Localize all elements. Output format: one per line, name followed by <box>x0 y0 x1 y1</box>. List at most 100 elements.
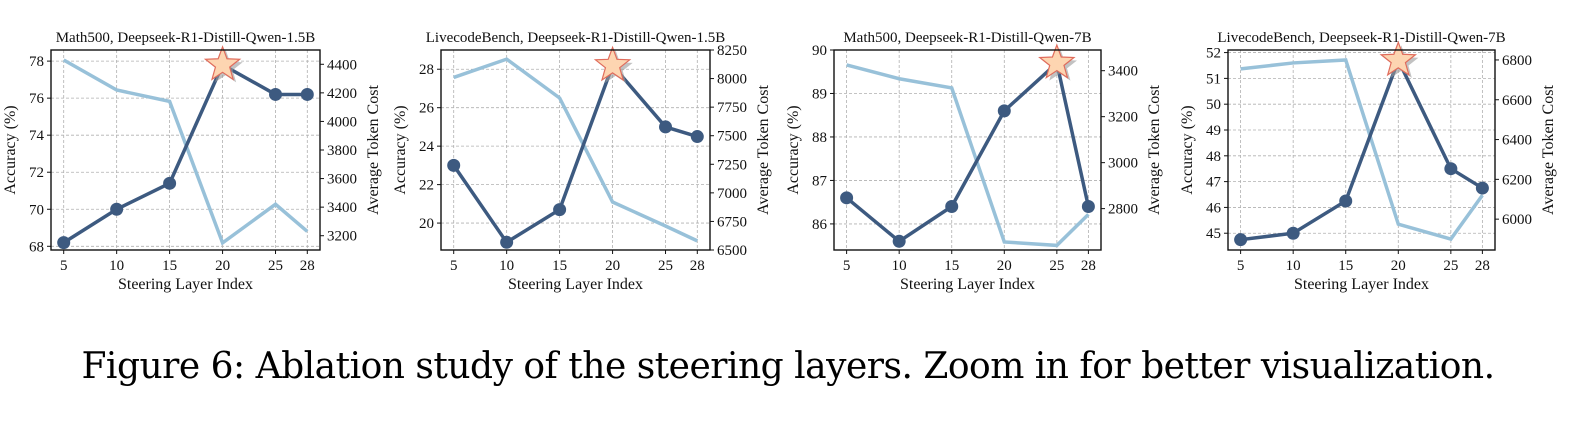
y2-tick-label: 3800 <box>327 143 357 159</box>
y-tick-label: 52 <box>1206 46 1221 62</box>
series-line-accuracy <box>845 59 1091 244</box>
y-tick-label: 24 <box>419 139 435 155</box>
x-tick-label: 15 <box>162 258 177 274</box>
y2-tick-label: 3200 <box>1108 110 1138 126</box>
y2-tick-label: 6750 <box>717 214 747 230</box>
y2-tick-label: 4000 <box>327 114 357 130</box>
y2-tick-label: 4400 <box>327 57 357 73</box>
y-tick-label: 90 <box>812 43 827 59</box>
y2-tick-label: 6800 <box>1502 53 1532 69</box>
x-tick-label: 10 <box>109 258 124 274</box>
x-tick-label: 20 <box>1391 258 1406 274</box>
chart-panel-4: LivecodeBench, Deepseek-R1-Distill-Qwen-… <box>1179 30 1557 293</box>
x-tick-label: 25 <box>658 258 673 274</box>
accuracy-point <box>500 235 514 249</box>
chart-title: LivecodeBench, Deepseek-R1-Distill-Qwen-… <box>426 30 726 46</box>
y2-tick-label: 6000 <box>1502 212 1532 228</box>
chart-panel-3: Math500, Deepseek-R1-Distill-Qwen-7B 5 10 1… <box>785 30 1163 293</box>
y2-axis-label: Average Token Cost <box>1540 85 1557 215</box>
accuracy-point <box>1444 162 1458 176</box>
grid <box>441 50 710 250</box>
x-tick-label: 20 <box>605 258 620 274</box>
series-line-accuracy <box>1240 55 1484 242</box>
chart-title: LivecodeBench, Deepseek-R1-Distill-Qwen-… <box>1217 30 1505 46</box>
y-tick-label: 26 <box>419 101 435 117</box>
y2-tick-label: 8000 <box>717 72 747 88</box>
axes-frame <box>1227 49 1496 251</box>
y2-tick-label: 7250 <box>717 157 747 173</box>
x-tick-label: 5 <box>843 258 851 274</box>
accuracy-point <box>1081 200 1095 214</box>
x-tick-label: 28 <box>690 258 705 274</box>
y-tick-label: 49 <box>1206 123 1221 139</box>
y-axis-label: Accuracy (%) <box>2 105 19 194</box>
y-axis-label: Accuracy (%) <box>392 105 409 194</box>
x-tick-label: 28 <box>1475 258 1490 274</box>
y-tick-label: 68 <box>29 239 44 255</box>
x-tick-label: 5 <box>60 258 68 274</box>
series-line-token-cost <box>62 58 309 246</box>
y-axis-label: Accuracy (%) <box>1179 105 1196 194</box>
x-axis-label: Steering Layer Index <box>118 276 253 293</box>
accuracy-point <box>553 203 567 217</box>
y2-tick-label: 3400 <box>1108 64 1138 80</box>
y-tick-label: 74 <box>29 128 45 144</box>
accuracy-point <box>659 120 673 134</box>
accuracy-point <box>1339 194 1353 208</box>
figure: Math500, Deepseek-R1-Distill-Qwen-1.5B 5 1… <box>2 30 1557 293</box>
best-accuracy-star-icon <box>1038 43 1076 80</box>
y-tick-label: 87 <box>812 173 828 189</box>
x-tick-label: 15 <box>552 258 567 274</box>
series-line-token-cost <box>1240 58 1484 242</box>
y-axis-label: Accuracy (%) <box>785 105 802 194</box>
y-tick-label: 50 <box>1206 97 1221 113</box>
x-axis-label: Steering Layer Index <box>508 276 643 293</box>
accuracy-point <box>269 87 283 101</box>
y-tick-label: 78 <box>29 54 44 70</box>
y-tick-label: 20 <box>419 216 434 232</box>
series-line-token-cost <box>846 63 1090 248</box>
best-accuracy-star-icon <box>593 45 632 82</box>
accuracy-point <box>945 200 959 214</box>
x-tick-label: 5 <box>1237 258 1245 274</box>
accuracy-point <box>447 158 461 172</box>
y-tick-label: 46 <box>1206 200 1222 216</box>
accuracy-point <box>1234 233 1248 247</box>
y2-tick-label: 2800 <box>1108 202 1138 218</box>
axes-frame <box>440 49 711 251</box>
y2-axis-label: Average Token Cost <box>365 85 382 215</box>
y2-tick-label: 7750 <box>717 100 747 116</box>
axes-frame <box>833 49 1102 251</box>
best-accuracy-star-icon <box>203 45 242 81</box>
y2-axis-label: Average Token Cost <box>1146 85 1163 215</box>
x-tick-label: 28 <box>1081 258 1096 274</box>
accuracy-point <box>840 191 854 205</box>
accuracy-point <box>300 87 314 101</box>
series-line-accuracy <box>452 61 698 245</box>
y2-tick-label: 6500 <box>717 243 747 259</box>
y-tick-label: 89 <box>812 86 827 102</box>
y2-tick-label: 3200 <box>327 229 357 245</box>
y-tick-label: 88 <box>812 130 827 146</box>
x-tick-label: 20 <box>997 258 1012 274</box>
chart-title: Math500, Deepseek-R1-Distill-Qwen-1.5B <box>56 30 316 46</box>
y-tick-label: 28 <box>419 62 434 78</box>
y-tick-label: 22 <box>419 178 434 194</box>
x-tick-label: 5 <box>450 258 458 274</box>
x-tick-label: 10 <box>1286 258 1301 274</box>
x-tick-label: 25 <box>268 258 283 274</box>
y2-tick-label: 3600 <box>327 172 357 188</box>
y-tick-label: 48 <box>1206 149 1221 165</box>
x-tick-label: 28 <box>300 258 315 274</box>
y2-tick-label: 3400 <box>327 200 357 216</box>
x-axis-label: Steering Layer Index <box>1294 276 1429 293</box>
x-tick-label: 10 <box>892 258 907 274</box>
accuracy-point <box>57 236 71 250</box>
y-tick-label: 70 <box>29 202 44 218</box>
x-tick-label: 15 <box>944 258 959 274</box>
grid <box>51 50 320 250</box>
accuracy-point <box>690 130 704 144</box>
y2-tick-label: 3000 <box>1108 156 1138 172</box>
x-tick-label: 25 <box>1049 258 1064 274</box>
accuracy-point <box>1475 181 1489 195</box>
